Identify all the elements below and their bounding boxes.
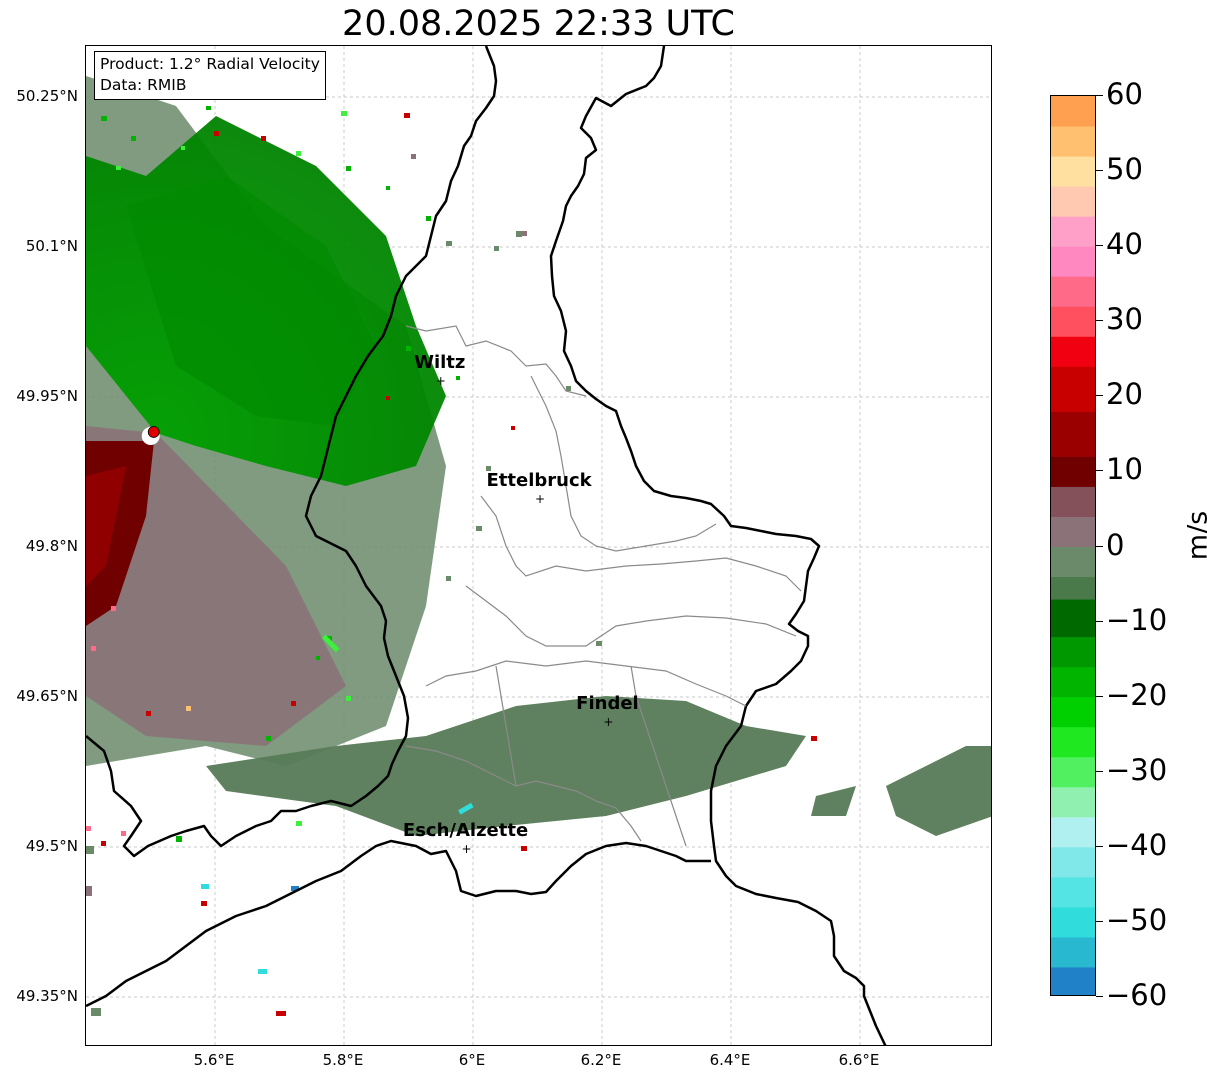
- colorbar-tick-mark: [1096, 95, 1103, 96]
- colorbar-segment: [1051, 366, 1095, 412]
- colorbar-tick-label: 40: [1106, 227, 1143, 262]
- city-label: Esch/Alzette: [402, 820, 529, 841]
- longitude-label: 5.8°E: [322, 1051, 364, 1069]
- product-info-box: Product: 1.2° Radial Velocity Data: RMIB: [94, 51, 326, 100]
- colorbar-tick-label: 60: [1106, 77, 1143, 111]
- canton-borders: [405, 325, 802, 847]
- map-canvas: + + + +: [86, 46, 991, 1045]
- longitude-label: 5.6°E: [193, 1051, 235, 1069]
- colorbar-segment: [1051, 756, 1095, 788]
- colorbar-segment: [1051, 156, 1095, 187]
- colorbar-segment: [1051, 546, 1095, 578]
- latitude-label: 49.5°N: [25, 837, 78, 855]
- colorbar-tick-mark: [1096, 545, 1103, 547]
- colorbar-tick-mark: [1096, 770, 1103, 772]
- colorbar-tick-label: −30: [1106, 752, 1168, 787]
- colorbar-tick-mark: [1096, 245, 1103, 247]
- city-label: Ettelbruck: [486, 470, 592, 491]
- colorbar-segment: [1051, 906, 1095, 938]
- colorbar-tick-label: 10: [1106, 452, 1143, 487]
- colorbar-segment: [1051, 936, 1095, 968]
- colorbar-tick-mark: [1096, 620, 1103, 622]
- colorbar-unit: m/s: [1182, 510, 1207, 561]
- latitude-label: 49.35°N: [16, 987, 78, 1005]
- colorbar-tick-mark: [1096, 470, 1103, 472]
- colorbar-tick-label: −40: [1106, 827, 1168, 862]
- latitude-label: 49.65°N: [16, 687, 78, 705]
- colorbar-tick-label: −60: [1106, 978, 1168, 1012]
- colorbar-segment: [1051, 516, 1095, 547]
- colorbar-tick-label: −50: [1106, 902, 1168, 937]
- colorbar-segment: [1051, 576, 1095, 600]
- latitude-label: 50.1°N: [25, 237, 78, 255]
- city-markers: + + + +: [436, 374, 614, 856]
- colorbar-tick-label: 30: [1106, 302, 1143, 337]
- colorbar-segment: [1051, 876, 1095, 908]
- radar-map[interactable]: + + + +: [85, 45, 992, 1046]
- city-marker: +: [535, 492, 545, 506]
- longitude-label: 6.4°E: [709, 1051, 751, 1069]
- colorbar-segment: [1051, 456, 1095, 487]
- colorbar-segment: [1051, 696, 1095, 728]
- colorbar-tick-label: 20: [1106, 377, 1143, 412]
- colorbar-segment: [1051, 666, 1095, 698]
- colorbar-segment: [1051, 216, 1095, 247]
- colorbar-tick-mark: [1096, 395, 1103, 397]
- colorbar-tick-mark: [1096, 920, 1103, 922]
- longitude-label: 6°E: [458, 1051, 486, 1069]
- product-label: Product: 1.2° Radial Velocity: [100, 55, 320, 73]
- longitude-label: 6.2°E: [580, 1051, 622, 1069]
- colorbar-segment: [1051, 336, 1095, 367]
- colorbar-segment: [1051, 786, 1095, 818]
- data-source-label: Data: RMIB: [100, 76, 187, 94]
- city-marker: +: [436, 374, 446, 388]
- radar-echo-layer: [86, 76, 991, 1016]
- colorbar-tick-mark: [1096, 845, 1103, 847]
- colorbar-segment: [1051, 636, 1095, 668]
- colorbar-tick-mark: [1096, 695, 1103, 697]
- colorbar-tick-label: −10: [1106, 602, 1168, 637]
- map-title: 20.08.2025 22:33 UTC: [342, 4, 735, 44]
- city-label: Wiltz: [414, 352, 466, 373]
- colorbar-segment: [1051, 816, 1095, 848]
- colorbar-segment: [1051, 966, 1095, 995]
- colorbar-segment: [1051, 486, 1095, 517]
- longitude-label: 6.6°E: [838, 1051, 880, 1069]
- city-marker: +: [603, 715, 613, 729]
- latitude-label: 50.25°N: [16, 87, 78, 105]
- colorbar-segment: [1051, 246, 1095, 277]
- colorbar-segment: [1051, 126, 1095, 157]
- colorbar-segment: [1051, 846, 1095, 878]
- colorbar-segment: [1051, 186, 1095, 217]
- colorbar-segment: [1051, 96, 1095, 127]
- city-label: Findel: [576, 693, 639, 714]
- colorbar-segment: [1051, 276, 1095, 307]
- colorbar-segment: [1051, 599, 1095, 638]
- radar-site-marker[interactable]: [141, 426, 160, 446]
- colorbar-tick-label: 50: [1106, 152, 1143, 187]
- latitude-label: 49.95°N: [16, 387, 78, 405]
- colorbar-segment: [1051, 726, 1095, 758]
- colorbar-tick-mark: [1096, 170, 1103, 172]
- colorbar-segment: [1051, 306, 1095, 337]
- country-borders: [86, 46, 887, 1045]
- city-marker: +: [462, 842, 472, 856]
- colorbar-tick-label: −20: [1106, 677, 1168, 712]
- colorbar: [1050, 95, 1096, 996]
- colorbar-tick-label: 0: [1106, 527, 1125, 562]
- colorbar-gradient: [1051, 96, 1095, 995]
- latitude-label: 49.8°N: [25, 537, 78, 555]
- colorbar-segment: [1051, 411, 1095, 457]
- colorbar-tick-mark: [1096, 996, 1103, 997]
- colorbar-tick-mark: [1096, 320, 1103, 322]
